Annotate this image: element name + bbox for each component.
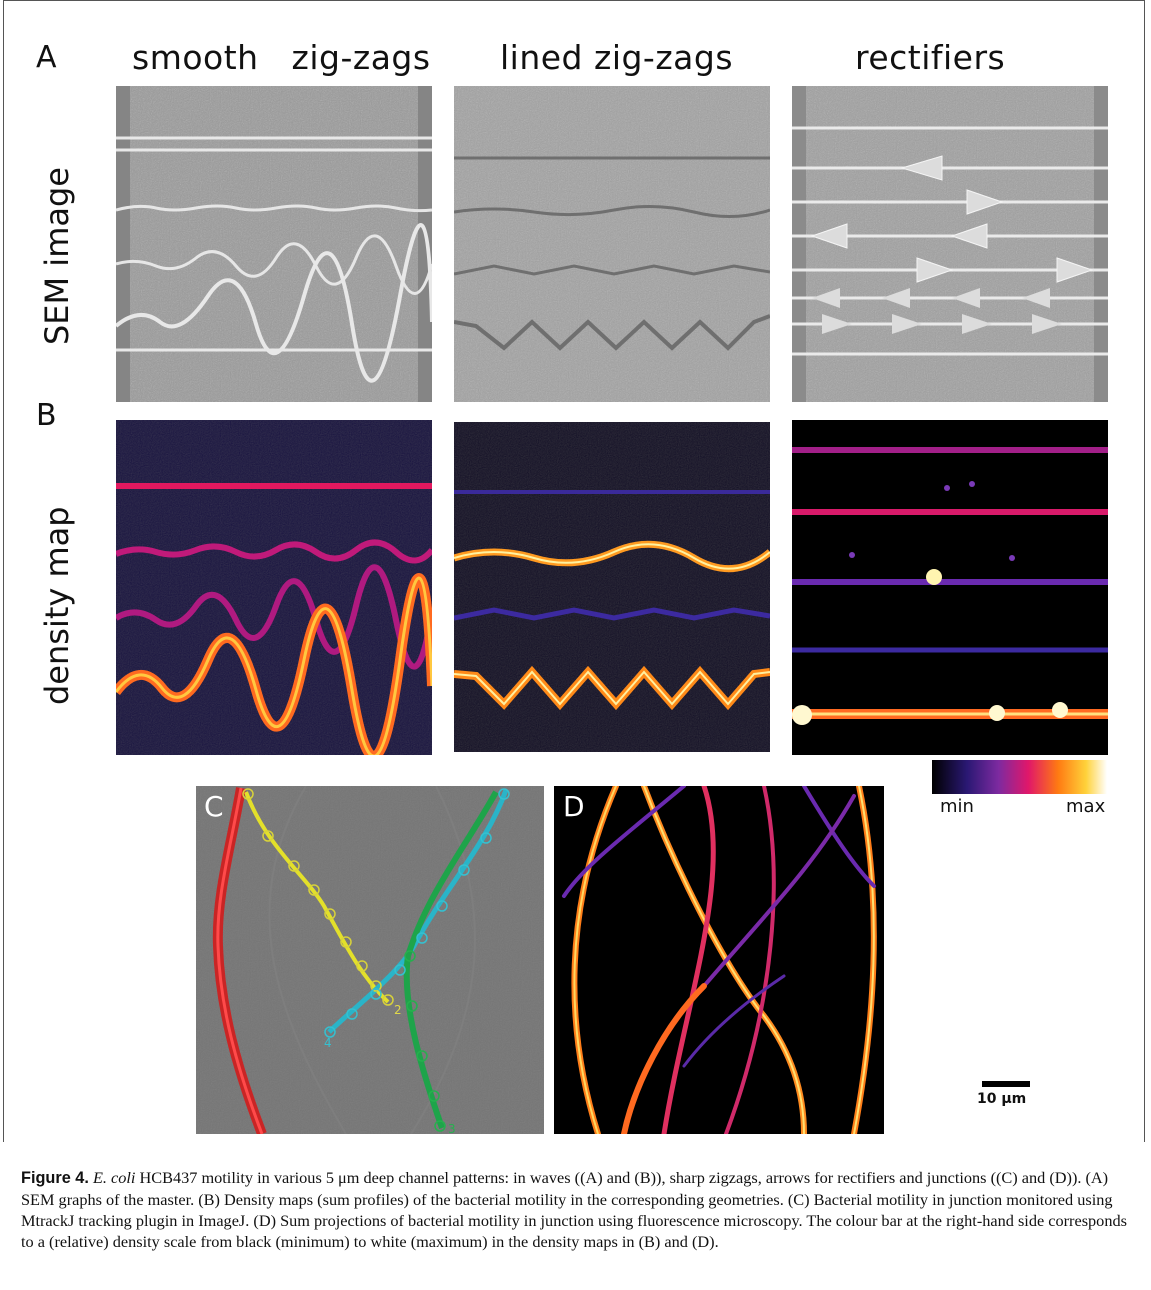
panel-letter-d: D (563, 790, 585, 823)
caption-species: E. coli (92, 1168, 136, 1187)
track-number-4: 4 (324, 1036, 332, 1050)
panel-letter-b: B (36, 398, 57, 433)
row-label-density-map: density map (38, 506, 76, 705)
scale-bar (982, 1081, 1030, 1087)
track-number-3: 3 (448, 1122, 456, 1136)
density-map-lined-zigzags (454, 422, 770, 752)
sem-image-lined-zigzags (454, 86, 770, 402)
density-map-smooth-zigzags (116, 420, 432, 755)
caption-label: Figure 4. (21, 1169, 89, 1187)
figure-frame (3, 0, 1145, 1142)
panel-d-density-projection (554, 786, 884, 1134)
track-number-2: 2 (394, 1003, 402, 1017)
colorbar (932, 760, 1107, 794)
caption-text: HCB437 motility in various 5 μm deep cha… (21, 1168, 1127, 1251)
panel-letter-c: C (204, 790, 224, 823)
figure-caption: Figure 4. E. coli HCB437 motility in var… (21, 1167, 1131, 1252)
figure-bottom-rule (3, 1282, 1145, 1283)
density-map-rectifiers (792, 420, 1108, 755)
panel-letter-a: A (36, 40, 57, 75)
column-title-rectifiers: rectifiers (855, 38, 1006, 77)
scale-bar-label: 10 μm (977, 1091, 1027, 1107)
sem-image-rectifiers (792, 86, 1108, 402)
colorbar-max-label: max (1066, 796, 1106, 817)
colorbar-min-label: min (940, 796, 974, 817)
column-title-smooth-zigzags: smooth zig-zags (132, 38, 431, 77)
sem-image-smooth-zigzags (116, 86, 432, 402)
row-label-sem-image: SEM image (38, 167, 76, 345)
column-title-lined-zigzags: lined zig-zags (500, 38, 734, 77)
panel-c-tracks (196, 786, 544, 1134)
